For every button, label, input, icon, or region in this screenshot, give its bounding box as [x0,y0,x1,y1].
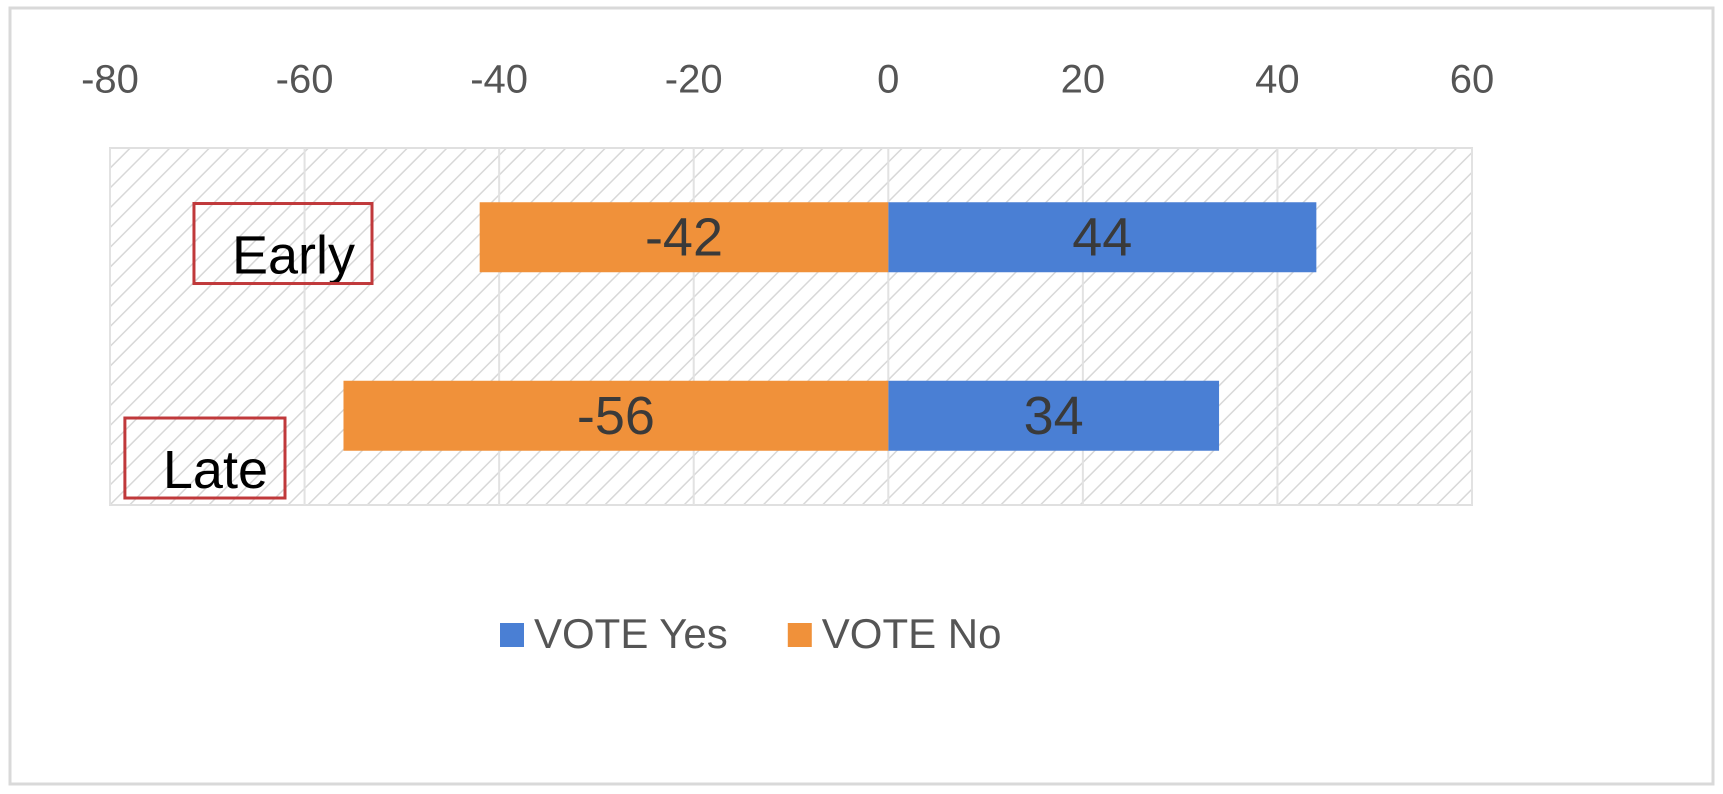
x-tick-label: 40 [1255,58,1300,102]
x-tick-label: -60 [276,58,334,102]
category-label-box [123,416,287,500]
x-tick-label: -20 [665,58,723,102]
legend-label: VOTE Yes [534,610,728,657]
legend-swatch [787,623,812,647]
category-label-box [192,202,374,286]
x-tick-label: 60 [1450,58,1495,102]
bar [479,202,889,273]
data-label: -56 [577,386,655,446]
category-label: Late [163,440,268,500]
bar [888,380,1220,451]
x-tick-label: -40 [470,58,528,102]
category-label: Early [232,226,355,286]
x-tick-label: 20 [1061,58,1106,102]
legend-label: VOTE No [822,610,1002,657]
data-label: 34 [1024,386,1084,446]
data-label: -42 [645,208,723,268]
bar [888,202,1317,273]
legend-swatch [500,623,524,647]
x-tick-label: 0 [877,58,899,102]
plot-area [109,147,1473,506]
bar [343,380,889,451]
data-label: 44 [1072,208,1132,268]
x-tick-label: -80 [81,58,139,102]
